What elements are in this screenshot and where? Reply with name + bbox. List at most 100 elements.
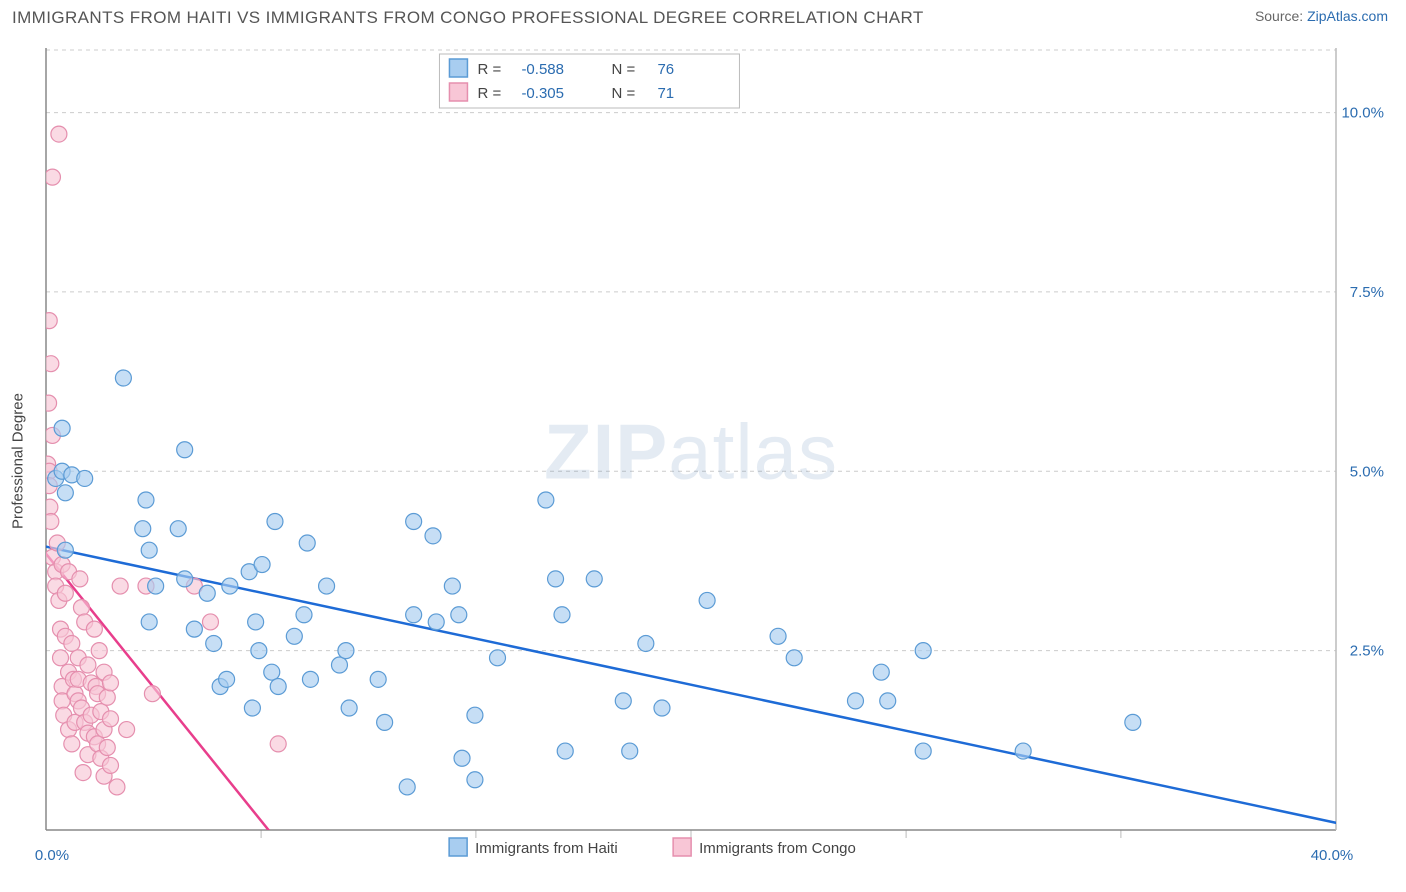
data-point [847, 693, 863, 709]
data-point [873, 664, 889, 680]
y-tick-label: 10.0% [1341, 105, 1384, 122]
y-tick-label: 2.5% [1350, 643, 1384, 660]
data-point [557, 743, 573, 759]
data-point [138, 492, 154, 508]
data-point [109, 779, 125, 795]
data-point [199, 585, 215, 601]
data-point [319, 578, 335, 594]
legend-r-value: -0.588 [521, 61, 564, 78]
legend-swatch [673, 838, 691, 856]
data-point [406, 514, 422, 530]
source-link[interactable]: ZipAtlas.com [1307, 8, 1388, 24]
data-point [103, 757, 119, 773]
data-point [331, 657, 347, 673]
data-point [467, 772, 483, 788]
legend-n-label: N = [611, 61, 635, 78]
data-point [53, 650, 69, 666]
watermark: ZIPatlas [544, 407, 838, 495]
data-point [880, 693, 896, 709]
data-point [428, 614, 444, 630]
data-point [654, 700, 670, 716]
data-point [1125, 714, 1141, 730]
x-tick-label: 40.0% [1311, 847, 1354, 864]
data-point [425, 528, 441, 544]
data-point [77, 470, 93, 486]
data-point [554, 607, 570, 623]
data-point [119, 722, 135, 738]
data-point [338, 643, 354, 659]
data-point [786, 650, 802, 666]
data-point [454, 750, 470, 766]
data-point [399, 779, 415, 795]
data-point [699, 592, 715, 608]
chart-header: IMMIGRANTS FROM HAITI VS IMMIGRANTS FROM… [0, 0, 1406, 32]
legend-r-value: -0.305 [521, 85, 564, 102]
data-point [341, 700, 357, 716]
data-point [141, 542, 157, 558]
data-point [244, 700, 260, 716]
data-point [51, 126, 67, 142]
data-point [444, 578, 460, 594]
data-point [99, 739, 115, 755]
data-point [43, 514, 59, 530]
data-point [170, 521, 186, 537]
data-point [41, 313, 57, 329]
data-point [286, 628, 302, 644]
source-attribution: Source: ZipAtlas.com [1255, 8, 1388, 24]
data-point [267, 514, 283, 530]
data-point [141, 614, 157, 630]
data-point [99, 689, 115, 705]
legend-n-value: 71 [657, 85, 674, 102]
data-point [115, 370, 131, 386]
data-point [370, 671, 386, 687]
legend-swatch [449, 838, 467, 856]
data-point [57, 542, 73, 558]
data-point [177, 442, 193, 458]
data-point [638, 635, 654, 651]
data-point [43, 356, 59, 372]
data-point [548, 571, 564, 587]
source-prefix: Source: [1255, 8, 1307, 24]
data-point [112, 578, 128, 594]
data-point [57, 485, 73, 501]
data-point [75, 765, 91, 781]
data-point [915, 743, 931, 759]
y-axis-label: Professional Degree [10, 393, 27, 529]
legend-r-label: R = [477, 85, 501, 102]
data-point [270, 736, 286, 752]
data-point [248, 614, 264, 630]
scatter-chart: 2.5%5.0%7.5%10.0%ZIPatlas0.0%40.0%R =-0.… [10, 40, 1396, 882]
data-point [44, 169, 60, 185]
data-point [1015, 743, 1031, 759]
data-point [467, 707, 483, 723]
data-point [302, 671, 318, 687]
data-point [254, 557, 270, 573]
plot-area [10, 126, 1396, 882]
data-point [73, 600, 89, 616]
data-point [586, 571, 602, 587]
data-point [41, 395, 57, 411]
data-point [80, 657, 96, 673]
legend-swatch [449, 59, 467, 77]
data-point [296, 607, 312, 623]
legend-n-label: N = [611, 85, 635, 102]
data-point [299, 535, 315, 551]
legend-n-value: 76 [657, 61, 674, 78]
data-point [91, 643, 107, 659]
data-point [202, 614, 218, 630]
data-point [186, 621, 202, 637]
data-point [915, 643, 931, 659]
data-point [64, 736, 80, 752]
data-point [103, 675, 119, 691]
data-point [135, 521, 151, 537]
chart-container: Professional Degree 2.5%5.0%7.5%10.0%ZIP… [10, 40, 1396, 882]
legend-r-label: R = [477, 61, 501, 78]
data-point [264, 664, 280, 680]
data-point [57, 585, 73, 601]
data-point [490, 650, 506, 666]
data-point [270, 679, 286, 695]
data-point [148, 578, 164, 594]
data-point [251, 643, 267, 659]
data-point [206, 635, 222, 651]
data-point [219, 671, 235, 687]
